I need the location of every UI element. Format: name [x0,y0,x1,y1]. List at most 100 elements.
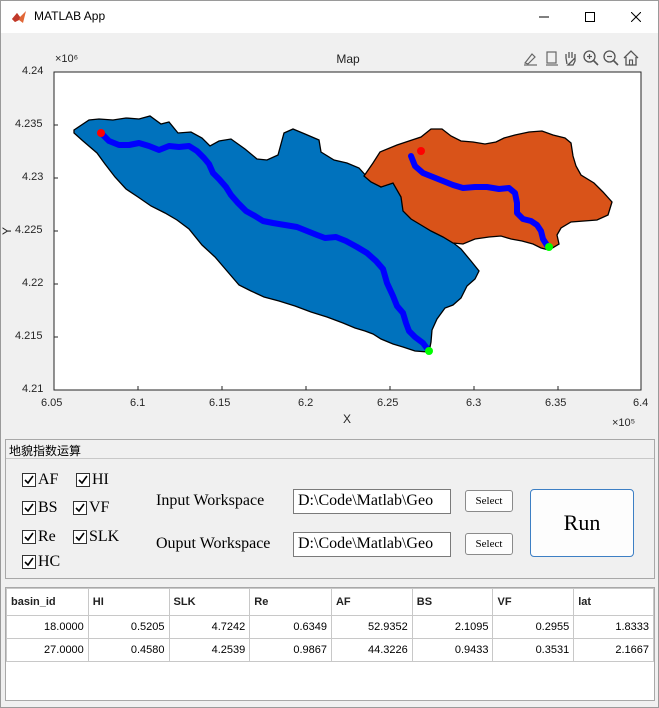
table-cell[interactable]: 0.9867 [249,638,332,662]
results-grid: basin_id HI SLK Re AF BS VF lat 18.0000 … [6,588,654,662]
column-header[interactable]: AF [330,588,413,616]
panel-divider [6,458,654,459]
results-table[interactable]: basin_id HI SLK Re AF BS VF lat 18.0000 … [5,587,655,701]
column-header[interactable]: basin_id [6,588,89,616]
checkbox-box[interactable] [73,501,87,515]
x-axis-label: X [343,412,352,426]
west-source-point [97,129,105,137]
table-cell[interactable]: 2.1667 [573,638,654,662]
output-workspace-field[interactable]: D:\Code\Matlab\Geo [293,532,451,557]
close-button[interactable] [613,1,659,33]
table-row[interactable]: 27.0000 0.4580 4.2539 0.9867 44.3226 0.9… [6,638,654,662]
checkbox-label: HC [38,553,61,570]
x-tick-label: 6.25 [377,397,399,409]
checkbox-label: SLK [89,528,120,545]
checkbox-label: HI [92,471,109,488]
export-icon[interactable] [543,49,561,67]
brush-icon[interactable] [522,49,540,67]
home-icon[interactable] [622,49,640,67]
west-outlet-point [425,347,433,355]
x-tick-label: 6.35 [545,397,567,409]
x-tick-label: 6.2 [298,397,314,409]
checkbox-box[interactable] [22,501,36,515]
output-select-button[interactable]: Select [465,533,513,555]
table-cell[interactable]: 2.1095 [411,615,494,639]
table-cell[interactable]: 0.6349 [249,615,332,639]
checkbox-re[interactable]: Re [22,528,56,546]
maximize-button[interactable] [567,1,613,33]
y-tick-label: 4.22 [22,277,44,289]
checkbox-box[interactable] [22,473,36,487]
y-tick-label: 4.215 [15,330,43,342]
x-exponent-label: ×10⁵ [612,417,636,429]
table-cell[interactable]: 18.0000 [6,615,89,639]
checkbox-label: VF [89,499,110,516]
map-title: Map [336,52,360,66]
window-title: MATLAB App [34,9,106,23]
y-tick-label: 4.235 [15,118,43,130]
checkbox-hi[interactable]: HI [76,471,109,489]
river-east-line [408,153,551,250]
column-header[interactable]: HI [87,588,170,616]
basin-west-polygon [73,115,480,353]
checkbox-box[interactable] [76,473,90,487]
table-cell[interactable]: 27.0000 [6,638,89,662]
run-button[interactable]: Run [530,489,634,557]
input-workspace-field[interactable]: D:\Code\Matlab\Geo [293,489,451,514]
checkbox-vf[interactable]: VF [73,499,109,517]
matlab-logo-icon [12,11,26,23]
y-tick-label: 4.23 [22,171,44,183]
input-workspace-label: Input Workspace [156,492,265,509]
title-bar: MATLAB App [1,1,658,33]
column-header[interactable]: SLK [168,588,251,616]
table-cell[interactable]: 0.9433 [411,638,494,662]
minimize-button[interactable] [521,1,567,33]
y-exponent-label: ×10⁶ [55,53,79,65]
checkbox-box[interactable] [22,530,36,544]
river-west-line [98,130,432,354]
checkbox-label: AF [38,471,59,488]
x-tick-label: 6.4 [633,397,649,409]
y-tick-label: 4.24 [22,65,44,77]
x-tick-label: 6.05 [41,397,63,409]
x-tick-label: 6.15 [209,397,231,409]
table-cell[interactable]: 52.9352 [330,615,413,639]
east-source-point [417,147,425,155]
table-cell[interactable]: 1.8333 [573,615,654,639]
table-row[interactable]: 18.0000 0.5205 4.7242 0.6349 52.9352 2.1… [6,615,654,639]
table-cell[interactable]: 0.4580 [87,638,170,662]
x-tick-label: 6.1 [130,397,146,409]
table-cell[interactable]: 4.2539 [168,638,251,662]
table-cell[interactable]: 0.5205 [87,615,170,639]
y-tick-label: 4.225 [15,224,43,236]
x-tick-label: 6.3 [466,397,482,409]
column-header[interactable]: Re [249,588,332,616]
checkbox-slk[interactable]: SLK [73,528,119,546]
east-outlet-point [545,243,553,251]
zoom-in-icon[interactable] [582,49,600,67]
table-header-row: basin_id HI SLK Re AF BS VF lat [6,588,654,616]
y-tick-label: 4.21 [22,383,44,395]
checkbox-hc[interactable]: HC [22,553,60,571]
table-cell[interactable]: 0.2955 [492,615,575,639]
checkbox-box[interactable] [22,555,36,569]
table-cell[interactable]: 4.7242 [168,615,251,639]
map-axes[interactable] [1,1,658,437]
table-cell[interactable]: 44.3226 [330,638,413,662]
table-cell[interactable]: 0.3531 [492,638,575,662]
column-header[interactable]: lat [573,588,654,616]
output-workspace-label: Ouput Workspace [156,535,271,552]
input-select-button[interactable]: Select [465,490,513,512]
zoom-out-icon[interactable] [602,49,620,67]
checkbox-af[interactable]: AF [22,471,58,489]
checkbox-label: BS [38,499,58,516]
y-axis-label: Y [0,226,15,236]
column-header[interactable]: VF [492,588,575,616]
column-header[interactable]: BS [411,588,494,616]
panel-title: 地貌指数运算 [9,444,82,458]
checkbox-box[interactable] [73,530,87,544]
checkbox-bs[interactable]: BS [22,499,58,517]
checkbox-label: Re [38,528,56,545]
pan-hand-icon[interactable] [562,49,580,67]
